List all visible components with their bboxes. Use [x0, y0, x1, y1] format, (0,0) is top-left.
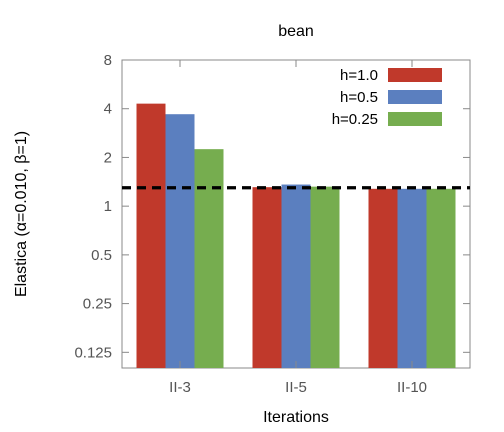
legend-label-h=1.0: h=1.0 — [340, 67, 378, 84]
bar-h=0.25-II-5 — [310, 186, 340, 368]
x-tick-label: II-5 — [285, 379, 307, 396]
y-tick-label: 8 — [104, 52, 112, 69]
bar-h=1.0-II-3 — [136, 103, 166, 368]
legend-swatch-h=0.25 — [388, 112, 442, 126]
y-tick-label: 0.25 — [83, 296, 112, 313]
bar-h=1.0-II-5 — [252, 187, 282, 368]
legend-label-h=0.25: h=0.25 — [332, 111, 378, 128]
y-tick-label: 0.5 — [91, 247, 112, 264]
y-tick-label: 4 — [104, 101, 112, 118]
x-tick-label: II-3 — [169, 379, 191, 396]
chart-title: bean — [278, 23, 314, 40]
y-axis-label: Elastica (α=0.010, β=1) — [13, 131, 30, 297]
y-tick-label: 0.125 — [74, 344, 112, 361]
bar-h=0.5-II-3 — [165, 114, 195, 368]
x-tick-label: II-10 — [397, 379, 427, 396]
legend-swatch-h=1.0 — [388, 68, 442, 82]
legend-label-h=0.5: h=0.5 — [340, 89, 378, 106]
x-axis-label: Iterations — [263, 409, 329, 426]
bar-h=0.5-II-10 — [397, 188, 427, 368]
legend: h=1.0 h=0.5 h=0.25 — [332, 67, 442, 128]
bar-h=1.0-II-10 — [368, 188, 398, 368]
plot-area: 0.125 0.25 0.5 1 2 4 8 II-3 II-5 II-10 — [74, 52, 471, 396]
bar-h=0.25-II-10 — [426, 188, 456, 368]
y-tick-label: 1 — [104, 198, 112, 215]
y-tick-label: 2 — [104, 149, 112, 166]
legend-swatch-h=0.5 — [388, 90, 442, 104]
bar-h=0.25-II-3 — [194, 149, 224, 368]
bar-h=0.5-II-5 — [281, 184, 311, 368]
